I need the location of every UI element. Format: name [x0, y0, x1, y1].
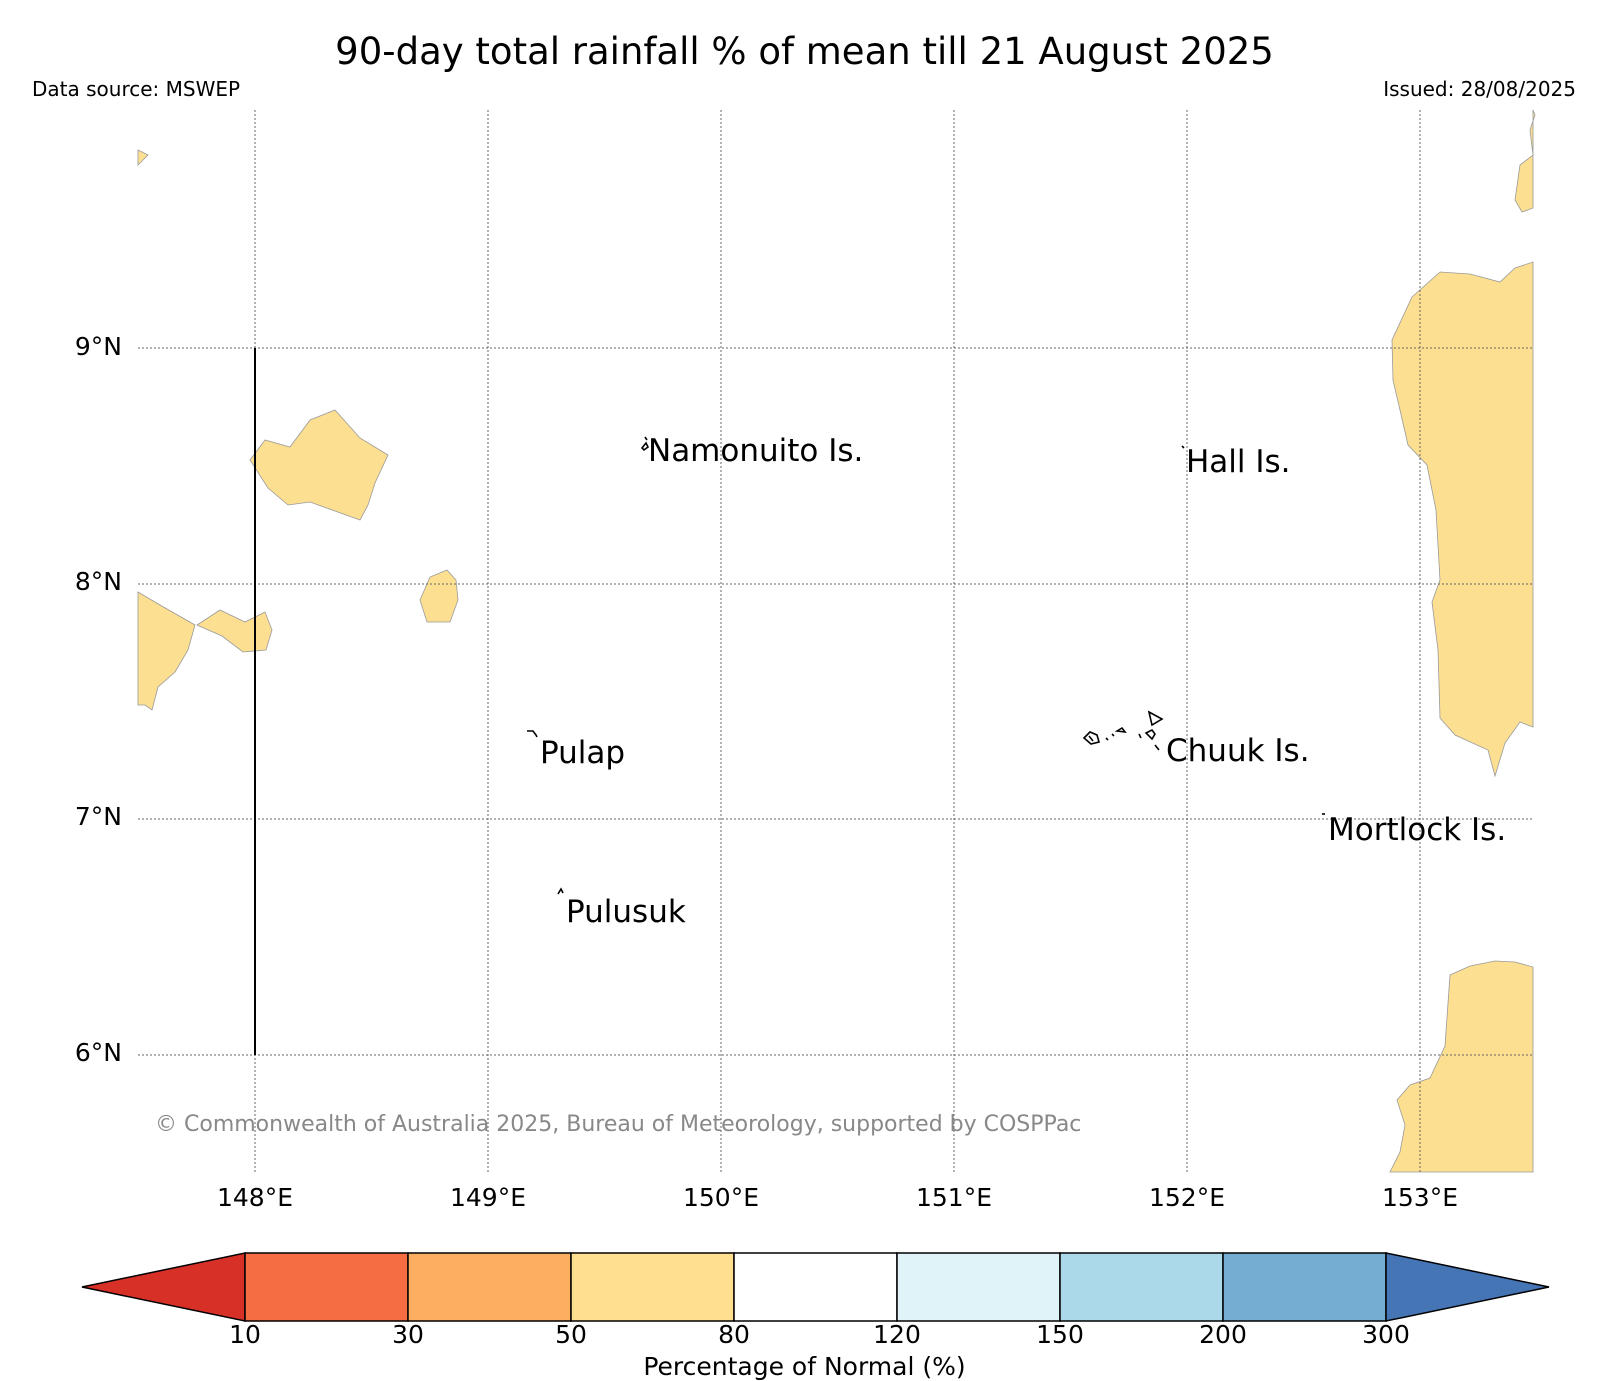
copyright-notice: © Commonwealth of Australia 2025, Bureau…	[155, 1112, 1082, 1137]
hall-islands-shape	[1181, 445, 1185, 449]
colorbar-title: Percentage of Normal (%)	[643, 1352, 966, 1381]
place-label-namonuito: Namonuito Is.	[648, 433, 864, 469]
colorbar-extend-low	[81, 1252, 246, 1322]
colorbar-tick-30: 30	[392, 1320, 424, 1349]
colorbar-bin-50-80	[570, 1252, 735, 1322]
lon-label-149e: 149°E	[449, 1183, 526, 1212]
colorbar-bin-200-300	[1222, 1252, 1387, 1322]
rain-region-west-strip	[196, 609, 273, 653]
lon-label-152e: 152°E	[1148, 1183, 1225, 1212]
colorbar-bin-80-120	[733, 1252, 898, 1322]
colorbar-bin-30-50	[407, 1252, 572, 1322]
place-label-pulusuk: Pulusuk	[566, 894, 686, 930]
colorbar-tick-10: 10	[229, 1320, 261, 1349]
anomaly-regions	[137, 109, 1536, 1173]
colorbar-bin-10-30	[244, 1252, 409, 1322]
lat-label-7n: 7°N	[74, 802, 122, 831]
colorbar-bin-150-200	[1059, 1252, 1224, 1322]
colorbar-extend-high	[1385, 1252, 1550, 1322]
rain-region-east-top-fragment-b	[1514, 154, 1534, 213]
rain-region-east-band	[1391, 261, 1534, 778]
pulap-shape	[527, 730, 538, 738]
rain-region-nw-sliver	[137, 149, 149, 166]
issued-date-label: Issued: 28/08/2025	[1383, 77, 1576, 101]
colorbar-bin-120-150	[896, 1252, 1061, 1322]
rain-region-island-west-large	[249, 409, 389, 521]
lon-label-153e: 153°E	[1381, 1183, 1458, 1212]
lon-label-150e: 150°E	[682, 1183, 759, 1212]
colorbar-tick-80: 80	[718, 1320, 750, 1349]
lat-label-8n: 8°N	[74, 567, 122, 596]
place-label-hall: Hall Is.	[1186, 444, 1291, 480]
data-source-label: Data source: MSWEP	[32, 77, 241, 101]
namonuito-islands-shape	[640, 436, 650, 452]
rain-region-small-islet	[419, 569, 459, 623]
lat-label-9n: 9°N	[74, 332, 122, 361]
lon-label-151e: 151°E	[915, 1183, 992, 1212]
lat-label-6n: 6°N	[74, 1038, 122, 1067]
place-label-chuuk: Chuuk Is.	[1166, 733, 1310, 769]
colorbar-tick-300: 300	[1362, 1320, 1410, 1349]
map-title: 90-day total rainfall % of mean till 21 …	[335, 30, 1274, 73]
rain-region-southeast-band	[1389, 960, 1534, 1173]
rain-region-west-coast	[137, 591, 196, 711]
lon-label-148e: 148°E	[216, 1183, 293, 1212]
place-label-mortlock: Mortlock Is.	[1328, 812, 1507, 848]
colorbar-tick-120: 120	[873, 1320, 921, 1349]
rain-region-east-top-fragment-a	[1529, 109, 1536, 156]
colorbar-tick-150: 150	[1036, 1320, 1084, 1349]
colorbar-tick-200: 200	[1199, 1320, 1247, 1349]
map-gridlines	[138, 110, 1533, 1172]
colorbar-tick-50: 50	[555, 1320, 587, 1349]
place-label-pulap: Pulap	[540, 735, 626, 771]
pulusuk-shape	[557, 887, 564, 895]
island-outlines	[527, 436, 1325, 895]
colorbar	[81, 1252, 1550, 1322]
chuuk-lagoon-islets	[1082, 710, 1164, 751]
